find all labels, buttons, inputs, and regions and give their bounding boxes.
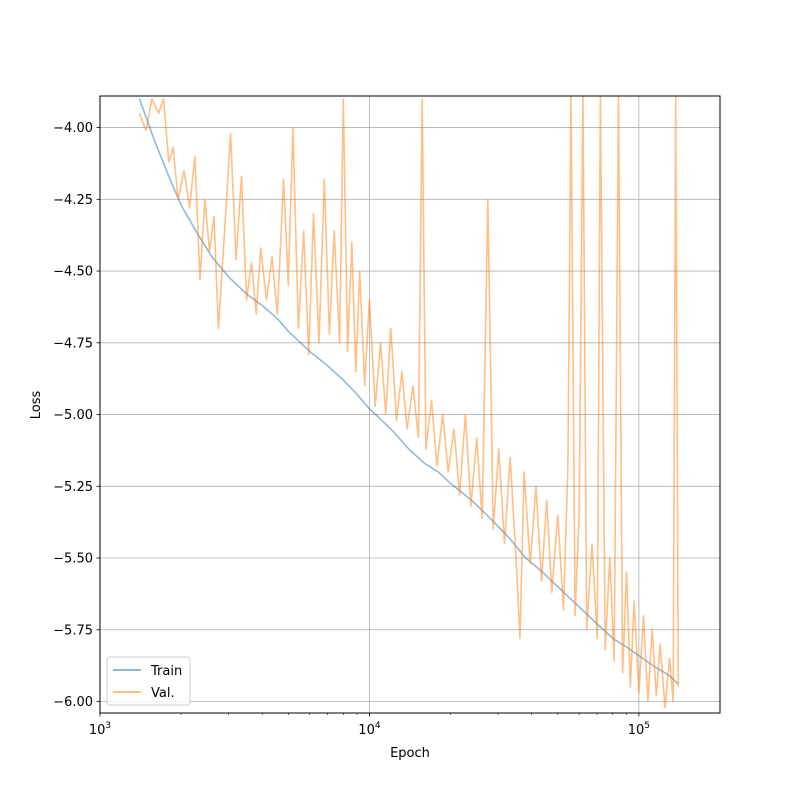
- legend-label-val: Val.: [151, 686, 175, 701]
- y-tick-label: −5.00: [53, 408, 93, 423]
- y-tick-label: −6.00: [53, 695, 93, 710]
- legend-label-train: Train: [150, 664, 182, 679]
- y-tick-label: −5.50: [53, 552, 93, 567]
- axis-ticks: −4.00 −4.25 −4.50 −4.75 −5.00 −5.25 −5.50 −5.75…: [53, 121, 650, 738]
- y-tick-label: −4.50: [53, 265, 93, 280]
- y-axis-label: Loss: [29, 391, 44, 420]
- series-line-val: [138, 96, 680, 709]
- y-tick-label: −4.25: [53, 193, 93, 208]
- series-lines: [138, 96, 680, 709]
- series-line-train: [138, 98, 679, 685]
- x-tick-label: 105: [628, 721, 650, 738]
- x-axis-label: Epoch: [390, 746, 430, 761]
- y-tick-label: −5.75: [53, 623, 93, 638]
- y-tick-label: −4.00: [53, 121, 93, 136]
- legend: Train Val.: [106, 656, 191, 706]
- x-tick-label: 103: [89, 721, 111, 738]
- x-tick-label: 104: [358, 721, 381, 738]
- y-tick-label: −5.25: [53, 480, 93, 495]
- y-tick-label: −4.75: [53, 336, 93, 351]
- plot-frame: [99, 95, 721, 714]
